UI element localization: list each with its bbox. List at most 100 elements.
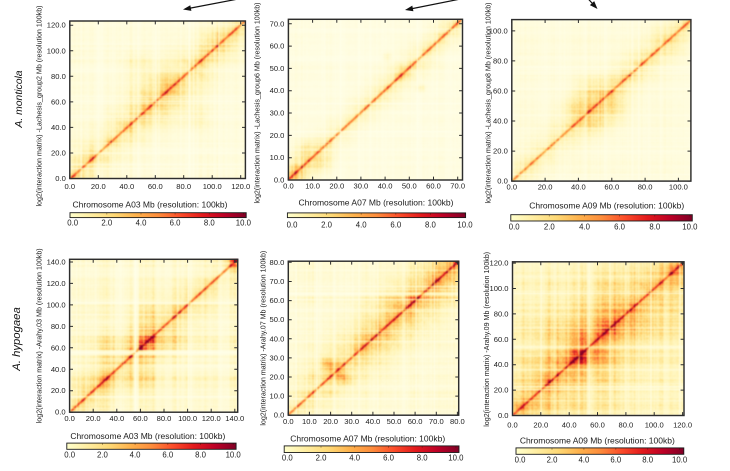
svg-text:6.0: 6.0 (170, 219, 182, 228)
svg-text:10.0: 10.0 (236, 219, 252, 228)
svg-text:60.0: 60.0 (148, 182, 163, 191)
svg-text:2.0: 2.0 (101, 219, 113, 228)
svg-text:A. monticola: A. monticola (14, 70, 25, 128)
svg-text:50.0: 50.0 (402, 182, 417, 191)
svg-text:30.0: 30.0 (270, 109, 285, 118)
svg-text:100.0: 100.0 (489, 26, 508, 35)
svg-text:50.0: 50.0 (270, 64, 285, 73)
svg-text:Chromosome A03 Mb (resolution: Chromosome A03 Mb (resolution: 100kb) (73, 199, 228, 209)
svg-text:80.0: 80.0 (638, 183, 653, 192)
svg-text:30.0: 30.0 (344, 417, 359, 426)
svg-text:2.0: 2.0 (316, 454, 328, 463)
svg-text:40.0: 40.0 (494, 360, 509, 369)
svg-text:4.0: 4.0 (136, 219, 148, 228)
svg-text:0.0: 0.0 (283, 182, 294, 191)
svg-text:2.0: 2.0 (97, 451, 109, 460)
svg-text:8.0: 8.0 (204, 219, 216, 228)
svg-text:log2(interaction matrix) -Lach: log2(interaction matrix) -Lachesis_group… (254, 2, 262, 203)
svg-text:60.0: 60.0 (590, 421, 605, 430)
svg-text:40.0: 40.0 (493, 117, 508, 126)
svg-text:60.0: 60.0 (426, 182, 441, 191)
svg-text:10.0: 10.0 (457, 220, 473, 229)
svg-text:70.0: 70.0 (450, 182, 465, 191)
svg-text:80.0: 80.0 (176, 182, 191, 191)
svg-text:60.0: 60.0 (270, 42, 285, 51)
svg-text:10.0: 10.0 (672, 456, 688, 465)
svg-text:4.0: 4.0 (356, 220, 368, 229)
svg-text:6.0: 6.0 (614, 223, 626, 232)
svg-text:100.0: 100.0 (645, 421, 664, 430)
svg-text:80.0: 80.0 (493, 56, 508, 65)
svg-text:40.0: 40.0 (378, 182, 393, 191)
svg-text:6.0: 6.0 (162, 451, 174, 460)
svg-text:2.0: 2.0 (321, 220, 333, 229)
svg-text:log2(interaction matrix) -Lach: log2(interaction matrix) -Lachesis_group… (36, 5, 44, 206)
svg-text:10.0: 10.0 (305, 182, 320, 191)
svg-text:10.0: 10.0 (682, 223, 698, 232)
svg-text:Chromosome A07 Mb (resolution: Chromosome A07 Mb (resolution: 100kb) (290, 433, 445, 443)
svg-text:70.0: 70.0 (270, 277, 285, 286)
svg-text:100.0: 100.0 (47, 46, 66, 55)
svg-text:100.0: 100.0 (669, 183, 688, 192)
svg-text:Chromosome A09 Mb (resolution: Chromosome A09 Mb (resolution: 100kb) (520, 436, 675, 446)
svg-text:0.0: 0.0 (507, 421, 518, 430)
svg-text:20.0: 20.0 (329, 182, 344, 191)
svg-text:10.0: 10.0 (226, 451, 242, 460)
svg-text:100.0: 100.0 (203, 182, 222, 191)
svg-text:4.0: 4.0 (578, 456, 590, 465)
svg-text:log2(interaction matrix) -Arah: log2(interaction matrix) -Arahy.03 Mb (r… (36, 248, 44, 423)
svg-text:4.0: 4.0 (349, 454, 361, 463)
svg-text:40.0: 40.0 (270, 334, 285, 343)
svg-text:60.0: 60.0 (494, 335, 509, 344)
svg-text:40.0: 40.0 (571, 183, 586, 192)
svg-text:10.0: 10.0 (270, 392, 285, 401)
svg-text:2.0: 2.0 (547, 456, 559, 465)
svg-text:log2(interaction matrix) -Arah: log2(interaction matrix) -Arahy.07 Mb (r… (260, 251, 268, 426)
svg-text:6.0: 6.0 (610, 456, 622, 465)
svg-text:8.0: 8.0 (642, 456, 654, 465)
svg-text:120.0: 120.0 (231, 182, 250, 191)
svg-text:40.0: 40.0 (51, 365, 66, 374)
svg-text:80.0: 80.0 (51, 72, 66, 81)
svg-text:0.0: 0.0 (497, 177, 508, 186)
svg-text:10.0: 10.0 (302, 417, 317, 426)
svg-text:20.0: 20.0 (538, 183, 553, 192)
svg-text:40.0: 40.0 (562, 421, 577, 430)
svg-text:100.0: 100.0 (178, 414, 197, 423)
svg-text:0.0: 0.0 (515, 456, 527, 465)
svg-text:0.0: 0.0 (282, 454, 294, 463)
svg-text:6.0: 6.0 (390, 220, 402, 229)
svg-text:40.0: 40.0 (51, 123, 66, 132)
svg-text:120.0: 120.0 (202, 414, 221, 423)
svg-text:Chromosome A07 Mb (resolution:: Chromosome A07 Mb (resolution: 100kb) (299, 198, 454, 208)
svg-text:20.0: 20.0 (270, 131, 285, 140)
svg-text:0.0: 0.0 (287, 220, 299, 229)
svg-text:50.0: 50.0 (270, 315, 285, 324)
svg-text:100.0: 100.0 (489, 284, 508, 293)
svg-text:0.0: 0.0 (274, 411, 285, 420)
svg-text:50.0: 50.0 (387, 417, 402, 426)
svg-text:20.0: 20.0 (533, 421, 548, 430)
svg-text:120.0: 120.0 (489, 259, 508, 268)
svg-text:log2(interaction matrix) -Arah: log2(interaction matrix) -Arahy.09 Mb (r… (483, 252, 491, 427)
svg-text:20.0: 20.0 (494, 386, 509, 395)
svg-text:0.0: 0.0 (64, 414, 75, 423)
svg-text:80.0: 80.0 (494, 309, 509, 318)
svg-text:8.0: 8.0 (417, 454, 429, 463)
svg-text:60.0: 60.0 (270, 296, 285, 305)
svg-text:60.0: 60.0 (51, 97, 66, 106)
svg-text:4.0: 4.0 (579, 223, 591, 232)
svg-text:20.0: 20.0 (270, 373, 285, 382)
svg-text:80.0: 80.0 (450, 417, 465, 426)
svg-text:0.0: 0.0 (67, 219, 79, 228)
svg-text:70.0: 70.0 (429, 417, 444, 426)
svg-text:60.0: 60.0 (493, 87, 508, 96)
svg-text:60.0: 60.0 (51, 343, 66, 352)
svg-text:140.0: 140.0 (225, 414, 244, 423)
svg-text:20.0: 20.0 (493, 147, 508, 156)
svg-text:0.0: 0.0 (65, 182, 76, 191)
svg-text:80.0: 80.0 (270, 258, 285, 267)
svg-text:4.0: 4.0 (130, 451, 142, 460)
svg-text:140.0: 140.0 (47, 258, 66, 267)
svg-text:0.0: 0.0 (283, 417, 294, 426)
